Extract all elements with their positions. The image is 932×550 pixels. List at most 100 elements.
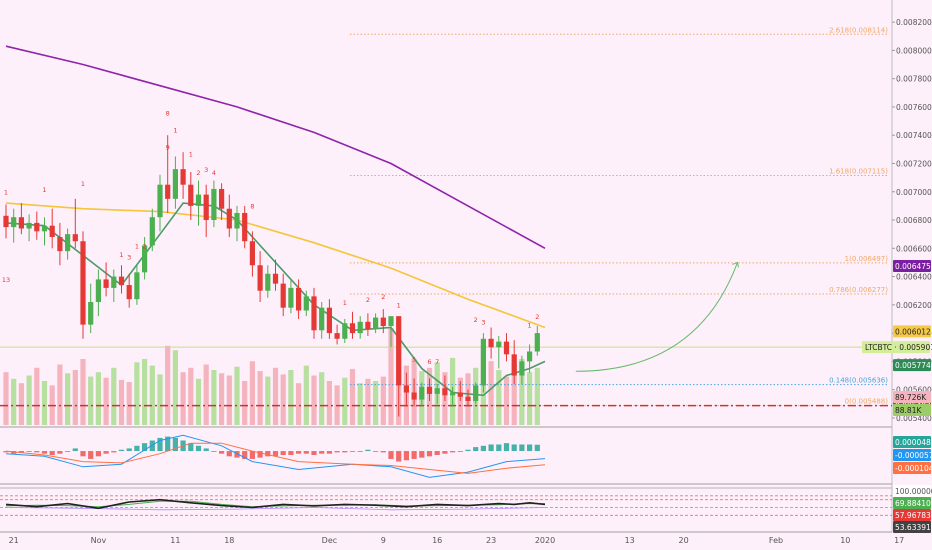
candle-body xyxy=(57,236,63,252)
volume-bar xyxy=(511,363,517,425)
price-axis-label: 0.008000 xyxy=(896,46,932,55)
volume-badge-text: 89.726K xyxy=(895,393,927,402)
macd-histogram-bar xyxy=(188,443,194,452)
candle-body xyxy=(80,241,86,325)
volume-bar xyxy=(503,376,510,425)
candle-body xyxy=(365,321,371,329)
volume-bar xyxy=(118,379,125,425)
macd-histogram-bar xyxy=(249,451,255,459)
candle-body xyxy=(172,169,178,199)
time-axis-label: 16 xyxy=(432,536,442,545)
volume-bar xyxy=(26,375,32,425)
candle-body xyxy=(511,354,517,376)
candle-body xyxy=(188,184,194,206)
macd-badge-text: -0.000057 xyxy=(895,451,932,460)
time-axis-label: 2020 xyxy=(535,536,555,545)
candle-body xyxy=(142,245,148,273)
volume-badge xyxy=(893,404,931,416)
macd-histogram-bar xyxy=(88,451,94,459)
macd-histogram-bar xyxy=(311,451,317,455)
volume-badge xyxy=(893,391,931,403)
macd-histogram-bar xyxy=(134,445,140,452)
volume-bar xyxy=(57,364,63,425)
price-badge-text: 0.006012 xyxy=(895,327,931,336)
volume-bar xyxy=(388,328,394,425)
price-axis-label: 0.006600 xyxy=(896,244,932,253)
signal-line xyxy=(5,442,546,474)
volume-bar xyxy=(103,377,109,425)
candle-body xyxy=(388,316,394,327)
volume-bar xyxy=(188,367,194,425)
candle-body xyxy=(265,273,271,291)
candle-body xyxy=(103,279,109,288)
macd-histogram-bar xyxy=(142,443,148,452)
volume-bar xyxy=(280,374,286,425)
price-axis-label: 0.007000 xyxy=(896,188,932,197)
volume-bar xyxy=(134,362,140,425)
volume-bar xyxy=(311,375,317,425)
macd-histogram-bar xyxy=(403,451,409,461)
volume-bar xyxy=(234,366,240,425)
time-axis[interactable]: 21 Nov 11 18 Dec 9 16 23 2020 13 20 Feb 10 17 xyxy=(9,536,905,545)
volume-bar xyxy=(296,383,302,425)
candle-body xyxy=(434,388,440,394)
macd-histogram-bar xyxy=(527,444,533,452)
candle-body xyxy=(349,323,356,334)
td-count-label: 1 xyxy=(119,251,123,259)
price-badge xyxy=(893,259,931,272)
macd-histogram-bar xyxy=(326,451,332,454)
time-axis-label: 21 xyxy=(9,536,19,545)
right-price-axis[interactable]: 0.008200 0.008000 0.007800 0.007600 0.007400… xyxy=(862,18,932,533)
rsi-badge xyxy=(893,485,931,497)
macd-histogram-bar xyxy=(473,447,479,452)
time-axis-label: 23 xyxy=(486,536,496,545)
candle-body xyxy=(41,225,48,232)
macd-histogram-bar xyxy=(303,451,309,454)
volume-bar xyxy=(288,370,294,425)
macd-histogram-bar xyxy=(57,451,63,454)
candle-body xyxy=(334,333,340,339)
volume-bar xyxy=(357,383,363,425)
volume-bar xyxy=(527,372,533,425)
volume-bar xyxy=(34,367,40,425)
volume-bar xyxy=(80,359,86,425)
macd-histogram-bar xyxy=(49,451,55,455)
macd-badge xyxy=(893,462,931,474)
candle-body xyxy=(288,287,294,308)
macd-pane xyxy=(3,434,546,478)
macd-histogram-bar xyxy=(211,451,217,452)
td-count-label: 6 xyxy=(427,358,431,366)
macd-histogram-bar xyxy=(3,451,9,453)
grid-layer xyxy=(0,0,893,533)
candle-body xyxy=(34,222,40,232)
td-count-label: 2 xyxy=(196,169,200,177)
volume-bar xyxy=(72,370,78,425)
macd-histogram-bar xyxy=(319,451,325,454)
td-count-label: 1 xyxy=(42,186,46,194)
volume-bar xyxy=(142,359,148,425)
td-count-label: 4 xyxy=(212,169,216,177)
volume-bar xyxy=(219,373,225,425)
td-count-label: 8 xyxy=(166,109,170,117)
candle-body xyxy=(480,338,486,386)
macd-histogram-bar xyxy=(426,451,433,457)
volume-bar xyxy=(203,364,209,425)
candle-body xyxy=(326,307,332,334)
price-axis-label: 0.007800 xyxy=(896,75,932,84)
fib-level-label: 0(0.005488) xyxy=(845,397,889,405)
time-axis-label: 13 xyxy=(625,536,635,545)
time-axis-label: 10 xyxy=(840,536,850,545)
candle-body xyxy=(11,217,17,228)
volume-bar xyxy=(365,378,371,425)
candle-body xyxy=(149,217,155,246)
price-badge-text: 0.005774 xyxy=(895,361,931,370)
td-count-label: 1 xyxy=(173,126,177,134)
projection-arrow xyxy=(575,262,738,372)
price-axis-label: 0.008200 xyxy=(896,18,932,27)
volume-bar xyxy=(11,378,17,425)
candle-body xyxy=(234,212,240,229)
volume-bar xyxy=(319,372,325,425)
volume-bar xyxy=(172,350,178,425)
candle-body xyxy=(26,222,32,229)
